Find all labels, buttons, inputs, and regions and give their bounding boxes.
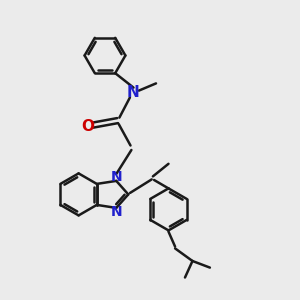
Text: N: N [127, 85, 140, 100]
Text: N: N [110, 170, 122, 184]
Text: O: O [81, 119, 94, 134]
Text: N: N [110, 205, 122, 219]
